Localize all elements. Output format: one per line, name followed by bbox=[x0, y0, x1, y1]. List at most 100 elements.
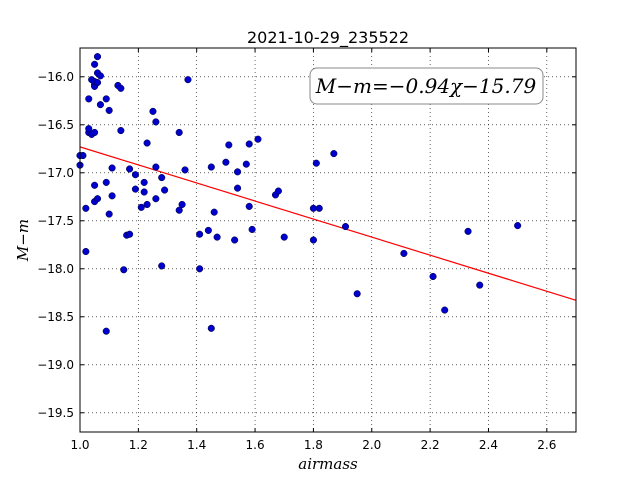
data-point bbox=[102, 327, 110, 335]
grid bbox=[79, 48, 576, 432]
data-point bbox=[85, 95, 93, 103]
data-point bbox=[117, 84, 125, 92]
y-axis-label: M−m bbox=[14, 219, 32, 262]
data-point bbox=[131, 171, 139, 179]
x-tick-label: 1.2 bbox=[129, 438, 148, 452]
x-tick-label: 2.0 bbox=[362, 438, 381, 452]
data-point bbox=[441, 306, 449, 314]
data-point bbox=[126, 165, 134, 173]
x-tick-label: 2.2 bbox=[421, 438, 440, 452]
data-point bbox=[120, 266, 128, 274]
y-tick-label: −16.0 bbox=[37, 70, 74, 84]
data-point bbox=[248, 225, 256, 233]
data-point bbox=[79, 151, 87, 160]
data-point bbox=[93, 53, 102, 61]
data-point bbox=[161, 186, 169, 194]
data-point bbox=[175, 128, 183, 137]
data-point bbox=[108, 192, 116, 200]
data-point bbox=[91, 128, 99, 137]
data-point bbox=[231, 236, 239, 244]
data-point bbox=[158, 174, 166, 182]
y-tick-label: −19.0 bbox=[37, 358, 74, 372]
data-point bbox=[234, 168, 242, 176]
y-tick-labels: −16.0 −16.5 −17.0 −17.5 −18.0 −18.5 −19.0 −19.5 bbox=[37, 70, 74, 420]
data-point bbox=[254, 135, 262, 143]
plot-area bbox=[80, 48, 576, 432]
data-point bbox=[85, 125, 93, 133]
chart-title: 2021-10-29_235522 bbox=[247, 28, 409, 48]
data-point bbox=[210, 208, 218, 216]
data-point bbox=[131, 185, 139, 193]
data-point bbox=[143, 139, 151, 147]
data-point bbox=[105, 106, 113, 114]
data-point bbox=[96, 101, 104, 109]
data-point bbox=[143, 200, 151, 209]
data-point bbox=[309, 236, 317, 244]
data-point bbox=[312, 159, 320, 167]
data-point bbox=[330, 150, 338, 158]
data-point bbox=[196, 230, 204, 238]
fit-line bbox=[79, 146, 577, 301]
annotation-text: M−m=−0.94χ−15.79 bbox=[315, 74, 537, 98]
data-point bbox=[175, 206, 183, 214]
data-point bbox=[204, 226, 212, 234]
data-point bbox=[181, 166, 189, 174]
x-tick-label: 2.4 bbox=[479, 438, 498, 452]
y-tick-label: −16.5 bbox=[37, 118, 74, 132]
y-tick-label: −18.5 bbox=[37, 310, 74, 324]
data-point bbox=[245, 202, 253, 210]
x-axis-label: airmass bbox=[298, 455, 358, 473]
data-point bbox=[341, 223, 350, 231]
y-tick-label: −17.0 bbox=[37, 166, 74, 180]
x-tick-label: 1.4 bbox=[187, 438, 206, 452]
data-point bbox=[105, 210, 113, 218]
data-point bbox=[158, 262, 166, 270]
data-point bbox=[280, 233, 288, 241]
data-point bbox=[242, 160, 250, 168]
data-point bbox=[91, 181, 99, 189]
data-point bbox=[234, 184, 242, 192]
data-point bbox=[93, 195, 102, 203]
annotation-box bbox=[309, 67, 544, 105]
data-point bbox=[108, 164, 116, 172]
data-point bbox=[91, 60, 99, 68]
data-point bbox=[140, 188, 148, 196]
data-point bbox=[184, 76, 192, 84]
data-points bbox=[76, 53, 522, 335]
y-tick-label: −17.5 bbox=[37, 214, 74, 228]
data-point bbox=[464, 227, 472, 235]
data-point bbox=[93, 79, 102, 87]
data-point bbox=[96, 72, 104, 80]
data-point bbox=[126, 230, 134, 238]
plot-frame bbox=[79, 47, 577, 433]
data-point bbox=[400, 249, 408, 257]
data-point bbox=[102, 178, 110, 186]
data-point bbox=[152, 163, 160, 171]
x-tick-label: 1.0 bbox=[70, 438, 89, 452]
data-point bbox=[213, 233, 221, 241]
data-point bbox=[429, 272, 437, 281]
data-point bbox=[196, 265, 204, 273]
data-point bbox=[514, 222, 522, 230]
data-point bbox=[207, 324, 215, 332]
data-point bbox=[315, 204, 323, 212]
data-point bbox=[149, 107, 157, 115]
data-point bbox=[225, 141, 233, 149]
data-point bbox=[152, 118, 160, 126]
x-tick-label: 1.8 bbox=[304, 438, 323, 452]
ticks bbox=[79, 48, 576, 432]
data-point bbox=[207, 163, 215, 171]
data-point bbox=[178, 200, 186, 209]
data-point bbox=[137, 203, 145, 211]
data-point bbox=[476, 281, 484, 289]
data-point bbox=[245, 140, 253, 148]
x-tick-label: 2.6 bbox=[537, 438, 556, 452]
data-point bbox=[274, 187, 282, 195]
data-point bbox=[140, 178, 148, 186]
x-tick-labels: 1.0 1.2 1.4 1.6 1.8 2.0 2.2 2.4 2.6 bbox=[70, 438, 556, 452]
y-tick-label: −19.5 bbox=[37, 406, 74, 420]
data-point bbox=[82, 204, 90, 212]
data-point bbox=[117, 127, 125, 135]
data-point bbox=[82, 247, 90, 256]
